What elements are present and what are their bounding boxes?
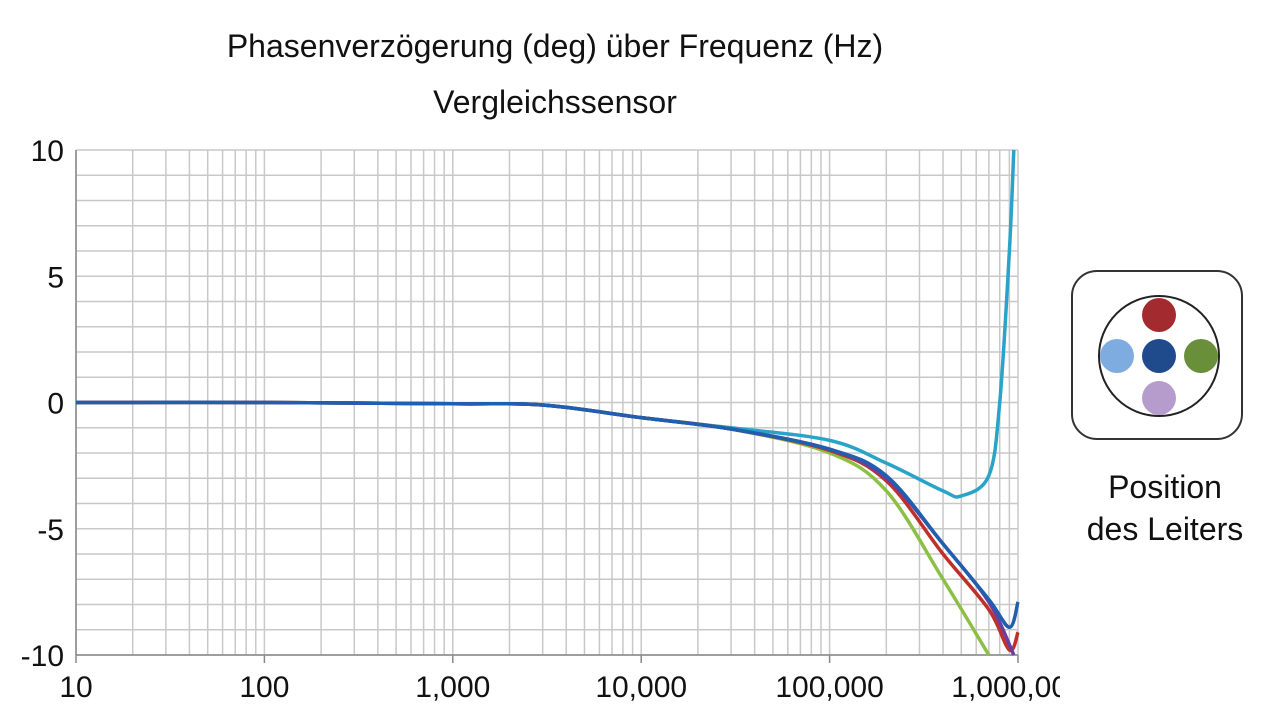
legend-label-line2: des Leiters — [1086, 511, 1244, 547]
x-tick-label: 10 — [59, 671, 92, 704]
conductor-position-diagram — [1071, 270, 1243, 440]
chart-plot: 10 100 1,000 10,000 100,000 1,000,000 10 5 0 -5 -1… — [21, 135, 1060, 704]
series-line-1 — [76, 149, 1016, 499]
x-tick-label: 100 — [239, 671, 289, 704]
x-tick-label: 1,000 — [415, 671, 490, 704]
series-line-5 — [76, 400, 1020, 629]
legend-label: Position des Leiters — [1060, 466, 1270, 550]
conductor-circle-icon — [1098, 295, 1220, 417]
x-tick-label: 1,000,000 — [951, 671, 1060, 704]
y-tick-label: 5 — [47, 261, 64, 294]
conductor-dot-top — [1142, 298, 1176, 332]
chart-subtitle: Vergleichssensor — [433, 84, 677, 120]
y-tick-label: 0 — [47, 388, 64, 421]
conductor-dot-bottom — [1142, 381, 1176, 415]
chart-title: Phasenverzögerung (deg) über Frequenz (H… — [226, 28, 884, 64]
x-tick-label: 100,000 — [775, 671, 883, 704]
y-tick-label: 10 — [31, 135, 64, 168]
conductor-dot-left — [1100, 339, 1134, 373]
x-tick-label: 10,000 — [595, 671, 687, 704]
conductor-dot-center — [1142, 339, 1176, 373]
conductor-outline — [1098, 295, 1220, 417]
series-line-3 — [76, 400, 1020, 653]
y-tick-label: -5 — [37, 514, 64, 547]
conductor-dot-right — [1184, 339, 1218, 373]
y-tick-label: -10 — [21, 640, 64, 673]
legend-label-line1: Position — [1108, 469, 1222, 505]
